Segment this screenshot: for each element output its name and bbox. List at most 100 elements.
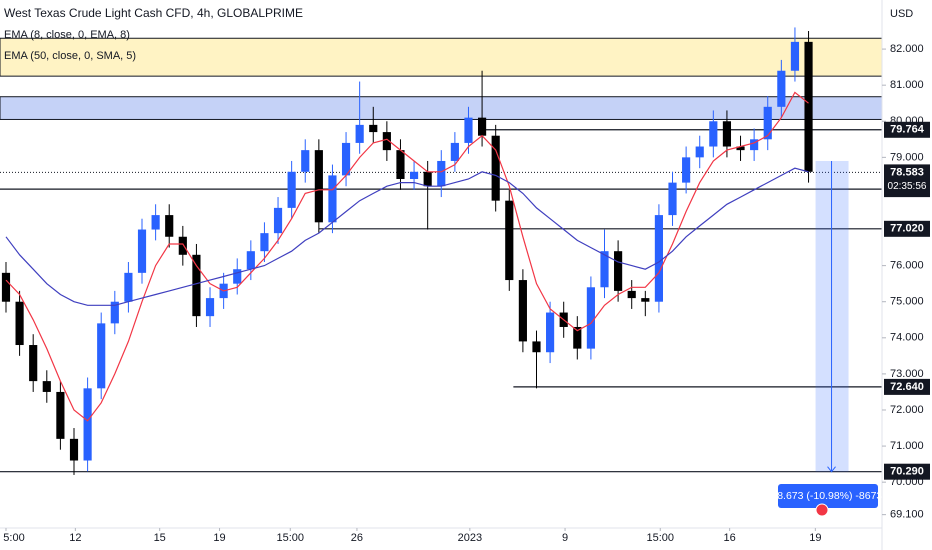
candle-body [165, 215, 174, 237]
candle-body [437, 160, 446, 187]
y-tick-label: 82.000 [890, 43, 924, 55]
price-label-box [884, 378, 930, 395]
candle-body [641, 298, 650, 302]
candle-body [124, 272, 133, 302]
candle-body [491, 135, 500, 201]
legend: West Texas Crude Light Cash CFD, 4h, GLO… [4, 6, 303, 62]
candle-body [654, 215, 663, 302]
candle-body [614, 251, 623, 291]
candle-body [341, 142, 351, 176]
candle-body [205, 298, 215, 317]
y-tick-label: 76.000 [890, 260, 924, 272]
candle-body [695, 146, 704, 158]
candle-body [668, 182, 677, 216]
candle-body [627, 290, 636, 299]
x-tick-label: 9 [562, 532, 568, 544]
candle-body [83, 388, 92, 461]
price-label: 78.583 [890, 166, 924, 178]
x-tick-label: 16 [724, 532, 736, 544]
x-tick-label: 15:00 [277, 532, 305, 544]
price-label: 70.290 [890, 466, 924, 478]
y-tick-label: 71.000 [890, 440, 924, 452]
indicator-line [5, 91, 809, 422]
y-tick-label: 69.100 [890, 509, 924, 521]
countdown: 02:35:56 [888, 181, 927, 192]
x-tick-label: 2023 [458, 532, 482, 544]
chart-title: West Texas Crude Light Cash CFD, 4h, GLO… [4, 6, 303, 20]
candle-body [178, 236, 187, 255]
zone [0, 96, 883, 120]
candle-body [15, 301, 24, 346]
x-tick-label: 15 [154, 532, 166, 544]
candle-body [750, 139, 759, 151]
currency-label: USD [890, 8, 913, 20]
candle-body [586, 287, 595, 349]
x-tick-label: 12 [69, 532, 81, 544]
y-tick-label: 73.000 [890, 368, 924, 380]
candle-body [355, 124, 364, 143]
x-tick-label: 19 [809, 532, 821, 544]
candle-body [369, 124, 378, 133]
price-label-box [884, 463, 930, 480]
candle-body [804, 41, 813, 172]
price-label-box [884, 220, 930, 237]
y-tick-label: 72.000 [890, 404, 924, 416]
candle-body [42, 381, 51, 392]
candle-body [450, 142, 459, 161]
candle-body [736, 146, 745, 151]
candle-body [273, 207, 283, 234]
candle-body [328, 175, 337, 223]
candle-body [532, 341, 541, 353]
measure-label-box [778, 484, 878, 508]
measure-label: -8.673 (-10.98%) -8673 [774, 490, 883, 502]
legend-entry: EMA (8, close, 0, EMA, 8) [4, 29, 130, 41]
candle-body [409, 171, 419, 180]
y-tick-label: 81.000 [890, 79, 924, 91]
price-label-box [884, 121, 930, 138]
candle-body [97, 323, 106, 389]
price-label: 77.020 [890, 223, 924, 235]
candle-body [151, 215, 160, 230]
candle-body [69, 438, 79, 461]
candle-body [682, 157, 691, 183]
candle-body [546, 312, 555, 353]
candle-body [233, 269, 242, 284]
candle-body [260, 233, 269, 252]
price-label: 72.640 [890, 381, 924, 393]
candle-body [464, 117, 473, 143]
candle-body [423, 171, 432, 187]
candle-body [790, 41, 800, 71]
indicator-line [5, 167, 809, 306]
candle-body [56, 391, 65, 439]
candle-body [301, 150, 310, 172]
candle-body [192, 254, 201, 317]
y-tick-label: 74.000 [890, 332, 924, 344]
candle-body [1, 272, 11, 302]
measure-arrowhead [827, 466, 836, 473]
plot-area [0, 27, 883, 475]
candle-body [709, 121, 718, 147]
candle-body [137, 229, 147, 273]
x-tick-label: 5:00 [3, 532, 24, 544]
x-tick-label: 26 [351, 532, 363, 544]
x-tick-label: 19 [213, 532, 225, 544]
candle-body [110, 301, 119, 324]
candle-body [477, 117, 487, 136]
y-tick-label: 79.000 [890, 151, 924, 163]
candle-body [287, 171, 296, 208]
candle-body [314, 150, 323, 223]
candle-body [382, 132, 391, 151]
candle-body [246, 251, 255, 270]
price-label-box [884, 164, 930, 195]
candle-body [600, 251, 609, 288]
zone [0, 37, 883, 77]
candle-body [29, 345, 38, 382]
x-tick-label: 15:00 [647, 532, 675, 544]
candle-body [573, 326, 582, 349]
legend-entry: EMA (50, close, 0, SMA, 5) [4, 50, 136, 62]
candle-body [518, 280, 527, 342]
candle-body [396, 150, 405, 180]
candle-body [722, 121, 732, 147]
